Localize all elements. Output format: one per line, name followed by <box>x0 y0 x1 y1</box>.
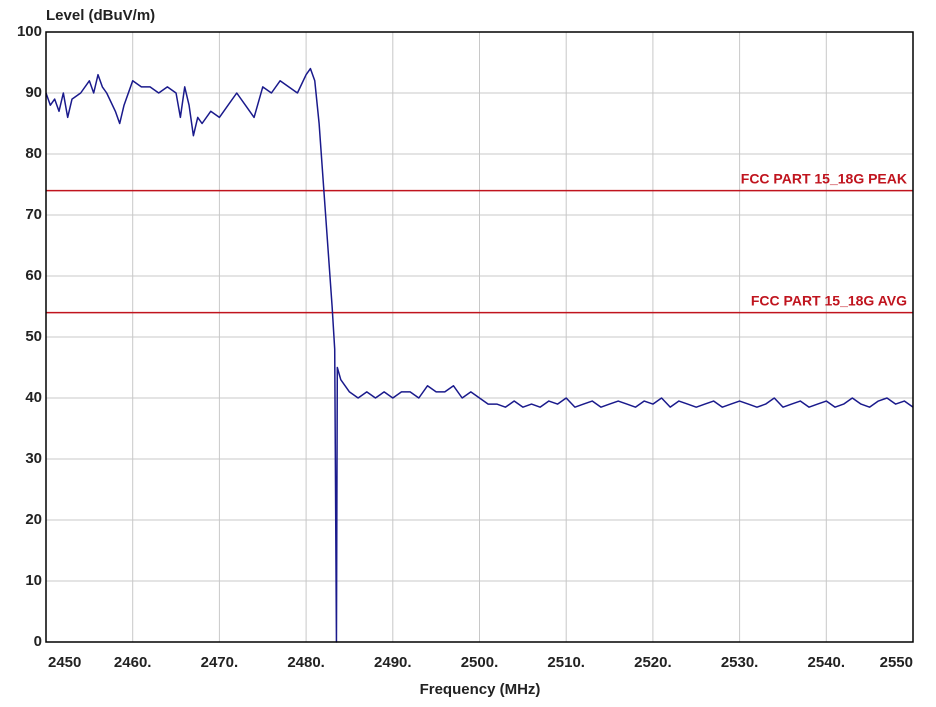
x-tick-label: 2490. <box>374 654 412 671</box>
y-tick-label: 60 <box>25 267 42 284</box>
y-tick-label: 0 <box>34 633 42 650</box>
y-tick-label: 100 <box>17 23 42 40</box>
plot-layer: 0 10 20 30 40 50 60 70 80 90 100 2450 2460. 2470. 2480… <box>17 23 914 671</box>
y-tick-label: 20 <box>25 511 42 528</box>
y-tick-label: 70 <box>25 206 42 223</box>
plot-border <box>45 31 914 643</box>
x-tick-label: 2550 <box>880 654 913 671</box>
x-tick-label: 2510. <box>547 654 585 671</box>
data-line <box>45 67 914 643</box>
x-tick-label: 2470. <box>201 654 239 671</box>
y-tick-label: 80 <box>25 145 42 162</box>
y-tick-label: 90 <box>25 84 42 101</box>
limit-label: FCC PART 15_18G AVG <box>751 292 907 308</box>
y-tick-label: 30 <box>25 450 42 467</box>
limit-label: FCC PART 15_18G PEAK <box>741 170 907 186</box>
y-tick-label: 50 <box>25 328 42 345</box>
y-axis-title: Level (dBuV/m) <box>46 7 155 24</box>
x-tick-label: 2450 <box>48 654 81 671</box>
x-tick-label: 2520. <box>634 654 672 671</box>
x-tick-label: 2500. <box>461 654 499 671</box>
x-axis-title: Frequency (MHz) <box>420 681 541 698</box>
x-tick-label: 2480. <box>287 654 325 671</box>
y-tick-label: 40 <box>25 389 42 406</box>
x-tick-label: 2460. <box>114 654 152 671</box>
x-tick-label: 2540. <box>808 654 846 671</box>
x-tick-label: 2530. <box>721 654 759 671</box>
y-tick-label: 10 <box>25 572 42 589</box>
